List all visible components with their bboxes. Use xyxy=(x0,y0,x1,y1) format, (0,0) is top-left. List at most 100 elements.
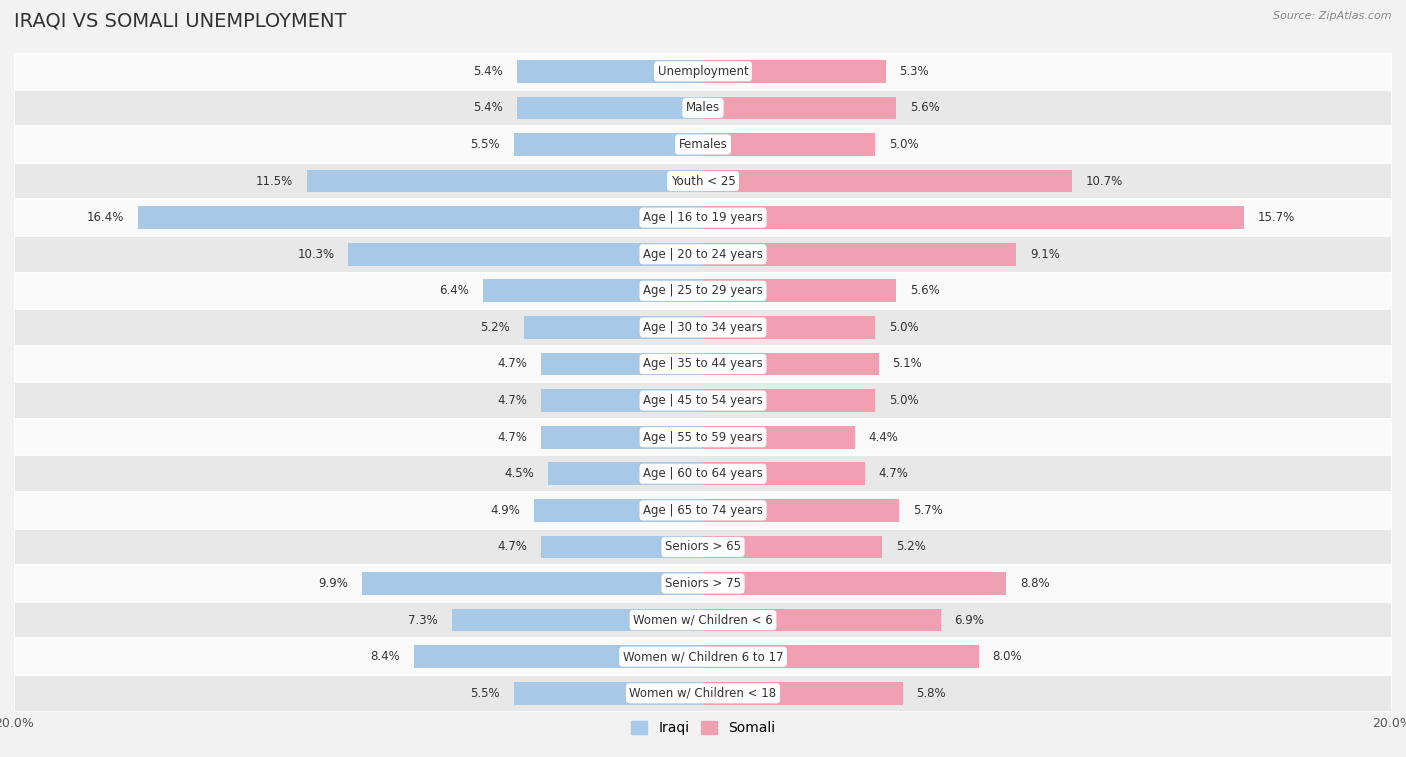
Bar xyxy=(703,170,1071,192)
Bar xyxy=(703,646,979,668)
Text: 4.5%: 4.5% xyxy=(505,467,534,480)
Text: Age | 30 to 34 years: Age | 30 to 34 years xyxy=(643,321,763,334)
Bar xyxy=(14,309,1392,346)
Text: 4.9%: 4.9% xyxy=(491,504,520,517)
Text: 4.7%: 4.7% xyxy=(498,394,527,407)
Text: 4.7%: 4.7% xyxy=(498,540,527,553)
Bar xyxy=(548,463,703,485)
Bar xyxy=(703,97,896,119)
Bar xyxy=(534,499,703,522)
Text: Youth < 25: Youth < 25 xyxy=(671,175,735,188)
Bar xyxy=(14,273,1392,309)
Bar xyxy=(14,89,1392,126)
Text: 6.9%: 6.9% xyxy=(955,614,984,627)
Bar xyxy=(703,316,875,338)
Text: 5.1%: 5.1% xyxy=(893,357,922,370)
Text: 5.3%: 5.3% xyxy=(900,65,929,78)
Bar xyxy=(703,353,879,375)
Text: 5.4%: 5.4% xyxy=(474,65,503,78)
Text: 4.7%: 4.7% xyxy=(879,467,908,480)
Text: Age | 65 to 74 years: Age | 65 to 74 years xyxy=(643,504,763,517)
Text: 11.5%: 11.5% xyxy=(256,175,292,188)
Text: 10.7%: 10.7% xyxy=(1085,175,1122,188)
Bar xyxy=(14,456,1392,492)
Text: IRAQI VS SOMALI UNEMPLOYMENT: IRAQI VS SOMALI UNEMPLOYMENT xyxy=(14,11,346,30)
Bar xyxy=(541,536,703,558)
Text: 8.0%: 8.0% xyxy=(993,650,1022,663)
Text: 5.7%: 5.7% xyxy=(912,504,943,517)
Bar xyxy=(451,609,703,631)
Text: Males: Males xyxy=(686,101,720,114)
Text: 9.9%: 9.9% xyxy=(318,577,349,590)
Bar xyxy=(703,499,900,522)
Text: Seniors > 75: Seniors > 75 xyxy=(665,577,741,590)
Text: Source: ZipAtlas.com: Source: ZipAtlas.com xyxy=(1274,11,1392,21)
Text: 5.6%: 5.6% xyxy=(910,285,939,298)
Bar xyxy=(541,353,703,375)
Bar xyxy=(524,316,703,338)
Bar xyxy=(541,389,703,412)
Bar xyxy=(703,682,903,705)
Bar xyxy=(14,236,1392,273)
Text: 16.4%: 16.4% xyxy=(87,211,124,224)
Bar xyxy=(517,60,703,83)
Text: Age | 20 to 24 years: Age | 20 to 24 years xyxy=(643,248,763,260)
Text: Age | 16 to 19 years: Age | 16 to 19 years xyxy=(643,211,763,224)
Bar xyxy=(513,682,703,705)
Text: 8.8%: 8.8% xyxy=(1019,577,1049,590)
Bar xyxy=(703,389,875,412)
Bar xyxy=(14,346,1392,382)
Text: Females: Females xyxy=(679,138,727,151)
Bar xyxy=(14,565,1392,602)
Text: 5.2%: 5.2% xyxy=(481,321,510,334)
Bar xyxy=(14,638,1392,675)
Bar xyxy=(14,53,1392,89)
Bar xyxy=(14,528,1392,565)
Bar xyxy=(349,243,703,266)
Text: Unemployment: Unemployment xyxy=(658,65,748,78)
Bar xyxy=(703,463,865,485)
Text: 4.7%: 4.7% xyxy=(498,357,527,370)
Text: Women w/ Children 6 to 17: Women w/ Children 6 to 17 xyxy=(623,650,783,663)
Bar xyxy=(14,602,1392,638)
Bar xyxy=(14,382,1392,419)
Text: 6.4%: 6.4% xyxy=(439,285,468,298)
Legend: Iraqi, Somali: Iraqi, Somali xyxy=(626,716,780,741)
Bar xyxy=(14,126,1392,163)
Bar xyxy=(703,536,882,558)
Text: 5.5%: 5.5% xyxy=(470,687,499,699)
Bar xyxy=(703,426,855,448)
Bar xyxy=(703,279,896,302)
Text: 5.0%: 5.0% xyxy=(889,321,918,334)
Bar xyxy=(14,492,1392,528)
Bar xyxy=(703,243,1017,266)
Text: 5.0%: 5.0% xyxy=(889,394,918,407)
Text: 5.5%: 5.5% xyxy=(470,138,499,151)
Bar xyxy=(703,609,941,631)
Text: 5.6%: 5.6% xyxy=(910,101,939,114)
Bar xyxy=(703,133,875,156)
Text: 4.4%: 4.4% xyxy=(869,431,898,444)
Text: Age | 60 to 64 years: Age | 60 to 64 years xyxy=(643,467,763,480)
Bar xyxy=(14,419,1392,456)
Text: Age | 35 to 44 years: Age | 35 to 44 years xyxy=(643,357,763,370)
Text: Women w/ Children < 18: Women w/ Children < 18 xyxy=(630,687,776,699)
Bar xyxy=(541,426,703,448)
Text: 7.3%: 7.3% xyxy=(408,614,437,627)
Text: 10.3%: 10.3% xyxy=(297,248,335,260)
Bar xyxy=(703,572,1007,595)
Text: 8.4%: 8.4% xyxy=(370,650,399,663)
Text: 5.8%: 5.8% xyxy=(917,687,946,699)
Bar xyxy=(307,170,703,192)
Text: Age | 25 to 29 years: Age | 25 to 29 years xyxy=(643,285,763,298)
Bar xyxy=(14,163,1392,199)
Bar xyxy=(361,572,703,595)
Text: Age | 55 to 59 years: Age | 55 to 59 years xyxy=(643,431,763,444)
Text: 5.4%: 5.4% xyxy=(474,101,503,114)
Text: Seniors > 65: Seniors > 65 xyxy=(665,540,741,553)
Text: 5.0%: 5.0% xyxy=(889,138,918,151)
Bar xyxy=(703,207,1244,229)
Bar xyxy=(703,60,886,83)
Bar xyxy=(513,133,703,156)
Text: Age | 45 to 54 years: Age | 45 to 54 years xyxy=(643,394,763,407)
